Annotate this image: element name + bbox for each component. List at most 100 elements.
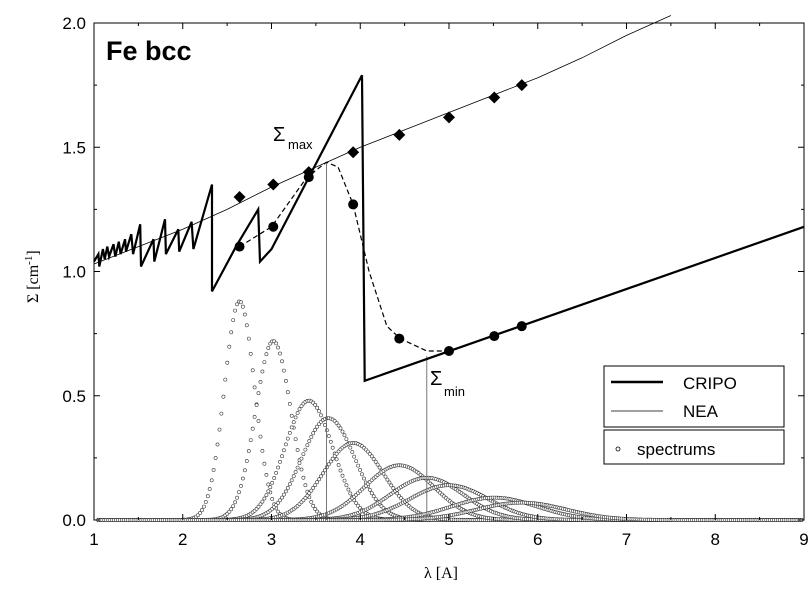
spectrum-point bbox=[283, 489, 288, 494]
spectrum-point bbox=[291, 474, 296, 479]
guide-layer bbox=[326, 162, 428, 520]
y-tick-label: 0.5 bbox=[62, 387, 86, 406]
series-line-cripo bbox=[93, 74, 805, 383]
spectrum-point bbox=[283, 378, 288, 383]
spectrum-point bbox=[340, 429, 345, 434]
spectrum-point bbox=[258, 502, 263, 507]
spectrum-point bbox=[344, 437, 349, 442]
spectrum-point bbox=[244, 459, 249, 463]
spectrum-point bbox=[246, 336, 251, 341]
spectrum-point bbox=[231, 504, 236, 509]
circle-marker bbox=[444, 346, 454, 357]
spectrum-point bbox=[301, 452, 306, 457]
spectrum-point bbox=[201, 504, 206, 509]
circle-marker bbox=[268, 221, 279, 232]
spectrum-point bbox=[321, 471, 325, 476]
spectrum-point bbox=[352, 454, 357, 459]
annotation-sigma-min: Σ min bbox=[430, 368, 465, 399]
spectrum-point bbox=[274, 470, 279, 475]
spectrum-point bbox=[289, 478, 294, 483]
spectrum-point bbox=[391, 486, 396, 491]
spectrum-point bbox=[287, 482, 292, 487]
spectrum-point bbox=[315, 424, 320, 429]
spectrum-point bbox=[281, 492, 286, 497]
spectrum-point bbox=[285, 436, 290, 441]
spectrum-point bbox=[360, 472, 364, 477]
spectrum-point bbox=[305, 493, 310, 498]
spectrum-point bbox=[213, 456, 218, 460]
spectrum-point bbox=[276, 345, 281, 350]
spectrum-point bbox=[395, 491, 400, 496]
spectrum-point bbox=[225, 360, 230, 365]
spectrum-point bbox=[209, 478, 214, 483]
spectrum-point bbox=[313, 402, 318, 407]
y-tick-label: 2.0 bbox=[62, 14, 86, 33]
spectrum-point bbox=[199, 508, 204, 513]
spectrum-point bbox=[385, 477, 390, 482]
spectrum-point bbox=[328, 459, 333, 464]
spectrum-point bbox=[311, 431, 316, 436]
spectrum-point bbox=[295, 448, 300, 452]
spectrum-point bbox=[260, 369, 265, 374]
legend-label-nea: NEA bbox=[683, 402, 719, 421]
spectrum-point bbox=[319, 413, 323, 418]
series-line-nea bbox=[93, 15, 672, 265]
spectrum-point bbox=[311, 485, 316, 490]
spectrum-layer bbox=[96, 299, 804, 522]
spectrum-point bbox=[377, 465, 382, 470]
spectrum-point bbox=[258, 379, 263, 384]
y-axis-title: Σ [cm-1] bbox=[23, 250, 42, 303]
spectrum-point bbox=[239, 300, 243, 305]
spectrum-point bbox=[348, 445, 353, 450]
spectrum-point bbox=[293, 415, 298, 420]
spectrum-point bbox=[354, 501, 359, 506]
spectrum-point bbox=[369, 491, 374, 496]
spectrum-point bbox=[322, 423, 327, 427]
spectrum-point bbox=[244, 323, 249, 328]
spectrum-point bbox=[278, 351, 282, 356]
spectrum-point bbox=[235, 302, 240, 307]
spectrum-point bbox=[280, 495, 284, 500]
spectrum-point bbox=[332, 454, 337, 459]
spectrum-point bbox=[239, 483, 243, 488]
y-tick-label: 0.0 bbox=[62, 511, 86, 530]
spectrum-point bbox=[254, 403, 259, 407]
spectrum-point bbox=[362, 476, 366, 481]
spectrum-point bbox=[240, 304, 245, 309]
spectrum-point bbox=[319, 474, 323, 479]
circle-marker bbox=[516, 321, 527, 332]
spectrum-point bbox=[299, 404, 304, 409]
spectrum-point bbox=[303, 483, 308, 488]
chart-badge: Fe bcc bbox=[106, 36, 192, 66]
y-axis-title-text: Σ [cm-1] bbox=[23, 250, 42, 303]
x-tick-label: 8 bbox=[711, 530, 720, 549]
spectrum-point bbox=[334, 457, 339, 462]
spectrum-point bbox=[346, 487, 351, 492]
spectrum-point bbox=[217, 427, 222, 432]
spectrum-point bbox=[295, 465, 300, 470]
legend-swatch-spectrums bbox=[615, 446, 621, 452]
spectrum-point bbox=[322, 468, 327, 473]
spectrum-point bbox=[315, 405, 320, 410]
spectrum-point bbox=[233, 308, 238, 313]
spectrum-point bbox=[229, 507, 234, 512]
diamond-marker bbox=[515, 79, 528, 92]
spectrum-point bbox=[307, 439, 312, 443]
spectrum-point bbox=[299, 467, 304, 472]
spectrum-point bbox=[330, 456, 335, 461]
spectrum-point bbox=[266, 489, 271, 494]
x-tick-label: 2 bbox=[178, 530, 187, 549]
spectrum-point bbox=[309, 435, 314, 439]
spectrum-point bbox=[231, 318, 236, 323]
spectrum-point bbox=[205, 494, 210, 499]
spectrum-point bbox=[356, 463, 361, 468]
spectrum-point bbox=[338, 468, 343, 473]
spectrum-point bbox=[198, 511, 202, 515]
y-axis-title-sup: -1 bbox=[23, 256, 35, 265]
diamond-marker bbox=[443, 111, 455, 124]
annotation-sigma-max: Σ max bbox=[273, 124, 313, 152]
spectrum-point bbox=[250, 368, 255, 373]
sigma-min-symbol: Σ bbox=[430, 368, 442, 390]
diamond-marker bbox=[267, 178, 280, 191]
